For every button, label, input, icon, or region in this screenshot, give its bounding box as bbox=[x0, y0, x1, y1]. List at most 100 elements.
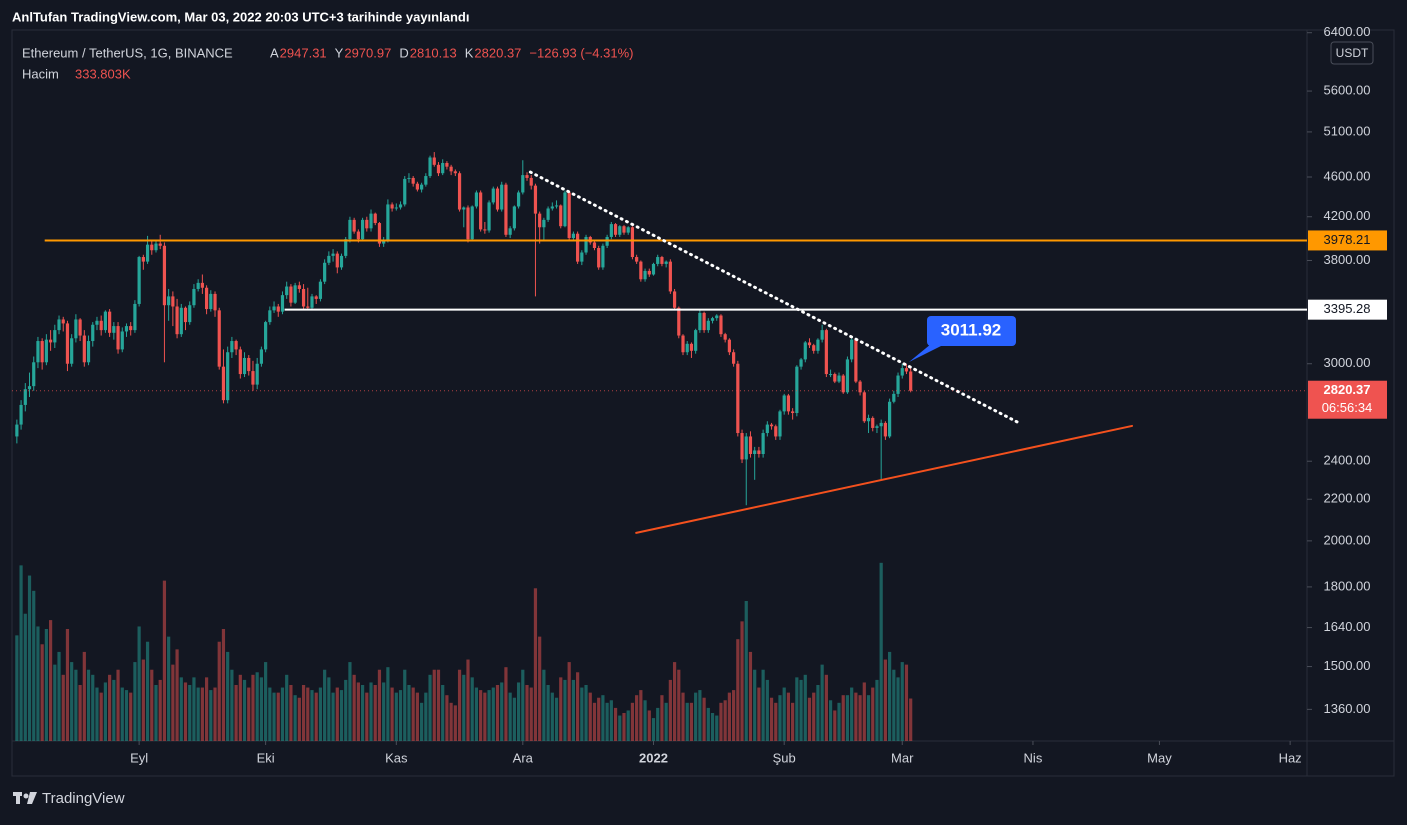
candle-body bbox=[656, 257, 660, 264]
candle-body bbox=[323, 262, 327, 282]
ohlc-key: D bbox=[399, 45, 408, 60]
volume-bar bbox=[48, 620, 53, 741]
candle-body bbox=[495, 188, 500, 210]
candle-body bbox=[639, 261, 643, 280]
volume-bar bbox=[782, 687, 786, 741]
volume-bar bbox=[732, 690, 736, 741]
volume-bar bbox=[727, 692, 731, 741]
candle-body bbox=[457, 173, 462, 210]
ohlc-key: A bbox=[270, 45, 279, 60]
volume-bar bbox=[765, 679, 769, 741]
candle-body bbox=[390, 204, 394, 209]
candle-body bbox=[866, 417, 871, 422]
volume-bar bbox=[748, 651, 753, 741]
volume-bar bbox=[150, 669, 154, 741]
volume-bar bbox=[432, 669, 436, 741]
candle-body bbox=[65, 323, 70, 364]
candle-body bbox=[597, 247, 601, 268]
candle-body bbox=[167, 296, 171, 306]
candle-body bbox=[761, 433, 765, 455]
candle-body bbox=[609, 224, 613, 237]
y-tick-label: 1500.00 bbox=[1324, 658, 1371, 673]
volume-bar bbox=[268, 687, 272, 741]
candle-body bbox=[529, 177, 533, 186]
volume-bar bbox=[500, 682, 504, 741]
candle-body bbox=[748, 436, 753, 455]
candle-body bbox=[91, 324, 95, 342]
volume-bar bbox=[27, 575, 32, 741]
candle-body bbox=[618, 226, 622, 235]
candle-body bbox=[420, 184, 424, 190]
candle-body bbox=[394, 207, 398, 209]
candle-body bbox=[622, 226, 626, 233]
x-tick-label: 2022 bbox=[639, 750, 668, 765]
candle-body bbox=[196, 282, 200, 289]
candle-body bbox=[445, 162, 449, 167]
candle-body bbox=[727, 339, 731, 353]
candle-body bbox=[845, 359, 850, 393]
candle-body bbox=[533, 185, 538, 214]
candle-body bbox=[681, 335, 685, 353]
candle-body bbox=[150, 244, 154, 251]
volume-bar bbox=[588, 692, 592, 741]
candle-body bbox=[538, 213, 542, 228]
volume-bar bbox=[778, 695, 782, 741]
candle-body bbox=[820, 330, 824, 340]
volume-bar bbox=[335, 687, 339, 741]
candle-body bbox=[525, 175, 529, 178]
volume-bar bbox=[57, 651, 61, 741]
candle-body bbox=[698, 312, 702, 331]
y-tick-label: 6400.00 bbox=[1324, 24, 1371, 39]
last-price-bg bbox=[1308, 380, 1387, 419]
volume-bar bbox=[158, 679, 162, 741]
volume-bar bbox=[550, 692, 554, 741]
volume-bar bbox=[740, 621, 744, 741]
volume-bar bbox=[483, 692, 487, 741]
symbol: Ethereum / TetherUS, 1G, BINANCE bbox=[22, 45, 233, 60]
candle-body bbox=[141, 257, 145, 262]
ohlc-value: 2820.37 bbox=[474, 45, 521, 60]
volume-bar bbox=[904, 664, 909, 741]
volume-bar bbox=[238, 674, 242, 741]
volume-bar bbox=[285, 674, 289, 741]
candle-body bbox=[521, 175, 525, 193]
volume-bar bbox=[112, 679, 116, 741]
volume-bar bbox=[360, 685, 365, 741]
candle-body bbox=[702, 312, 706, 331]
candle-body bbox=[133, 303, 137, 331]
volume-bar bbox=[32, 590, 36, 741]
candle-body bbox=[487, 202, 491, 231]
candle-body bbox=[377, 223, 382, 244]
candle-body bbox=[567, 192, 571, 239]
volume-bar bbox=[196, 687, 200, 741]
volume-bar bbox=[213, 687, 217, 741]
candle-body bbox=[145, 244, 150, 262]
volume-bar bbox=[192, 677, 196, 741]
candle-body bbox=[841, 375, 845, 393]
candle-body bbox=[293, 285, 297, 303]
volume-value: 333.803K bbox=[75, 66, 131, 81]
candle-body bbox=[900, 368, 904, 376]
volume-bar bbox=[715, 715, 719, 741]
candle-body bbox=[82, 335, 86, 363]
volume-bar bbox=[559, 677, 563, 741]
volume-bar bbox=[635, 695, 639, 741]
candle-body bbox=[651, 263, 656, 275]
volume-bar bbox=[53, 664, 57, 741]
candle-body bbox=[301, 288, 306, 307]
candle-body bbox=[571, 233, 575, 239]
candle-body bbox=[209, 293, 213, 310]
volume-bar bbox=[474, 687, 479, 741]
volume-bar bbox=[529, 687, 533, 741]
volume-bar bbox=[546, 685, 550, 741]
volume-bar bbox=[441, 685, 445, 741]
candle-body bbox=[483, 229, 487, 231]
candle-body bbox=[335, 253, 339, 268]
candle-body bbox=[436, 164, 441, 174]
candle-body bbox=[251, 371, 255, 385]
volume-bar bbox=[230, 669, 234, 741]
candle-body bbox=[192, 288, 196, 306]
volume-bar bbox=[554, 697, 559, 741]
y-tick-label: 4600.00 bbox=[1324, 168, 1371, 183]
volume-bar bbox=[445, 695, 449, 741]
